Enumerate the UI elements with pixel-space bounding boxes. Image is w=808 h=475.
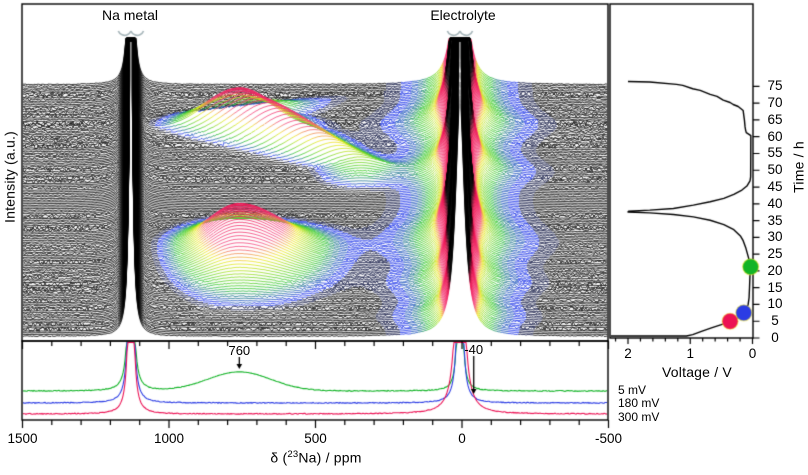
ppm-axis-label-suffix: Na) / ppm xyxy=(298,449,362,466)
ppm-axis-label-prefix: δ ( xyxy=(270,449,288,466)
time-tick-label: 40 xyxy=(767,195,783,211)
time-tick-label: 10 xyxy=(767,296,783,312)
voltage-tick-label: 0 xyxy=(748,346,757,361)
legend-item-180-mV: 180 mV xyxy=(618,396,660,411)
na-metal-label: Na metal xyxy=(101,7,159,23)
ppm-tick-label: -500 xyxy=(594,431,623,446)
voltage-tick-label: 2 xyxy=(624,346,632,361)
ppm-axis-label-isotope: 23 xyxy=(287,449,299,460)
time-tick-label: 45 xyxy=(767,178,783,194)
time-tick-label: 5 xyxy=(771,313,779,329)
legend-item-300-mV: 300 mV xyxy=(618,409,660,424)
voltage-axis-label: Voltage / V xyxy=(662,364,732,380)
time-tick-label: 65 xyxy=(767,111,783,127)
peak-annotation--40: -40 xyxy=(464,342,484,357)
ppm-tick-label: 500 xyxy=(304,431,327,446)
peak-annotation-760: 760 xyxy=(228,343,251,358)
voltage-tick-label: 1 xyxy=(686,346,695,361)
ppm-tick-label: 0 xyxy=(458,431,466,446)
time-tick-label: 30 xyxy=(767,229,783,245)
time-tick-label: 70 xyxy=(767,95,783,111)
ppm-tick-label: 1500 xyxy=(7,431,38,446)
time-tick-label: 0 xyxy=(771,329,779,345)
time-tick-label: 60 xyxy=(767,128,783,144)
time-tick-label: 15 xyxy=(767,279,783,295)
time-axis-label: Time / h xyxy=(790,141,807,193)
intensity-axis-label: Intensity (a.u.) xyxy=(1,131,18,223)
time-tick-label: 25 xyxy=(767,246,783,262)
time-tick-label: 20 xyxy=(767,262,783,278)
time-tick-label: 55 xyxy=(767,145,783,161)
time-tick-label: 35 xyxy=(767,212,783,228)
ppm-axis-label: δ (23Na) / ppm xyxy=(270,449,362,466)
ppm-tick-label: 1000 xyxy=(153,431,185,446)
electrolyte-label: Electrolyte xyxy=(430,7,496,23)
time-tick-label: 75 xyxy=(767,78,783,94)
time-tick-label: 50 xyxy=(767,162,783,178)
legend-item-5-mV: 5 mV xyxy=(618,383,647,397)
